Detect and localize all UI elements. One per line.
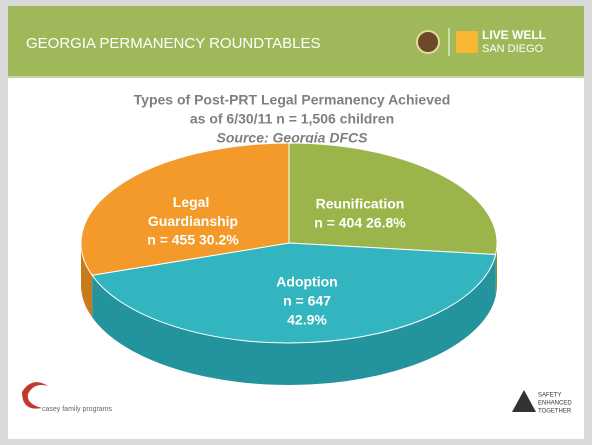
chart-subtitle: as of 6/30/11 n = 1,506 children xyxy=(190,111,394,127)
pie-slice xyxy=(80,142,290,276)
pie-slice xyxy=(91,242,497,344)
logo-text: SAN DIEGO xyxy=(482,43,544,55)
pie-slice-side xyxy=(495,243,497,297)
slice-label: Adoption xyxy=(276,274,337,290)
safety-text: ENHANCED xyxy=(538,401,572,407)
header-title: GEORGIA PERMANENCY ROUNDTABLES xyxy=(26,35,321,52)
logo-text: LIVE WELL xyxy=(482,28,546,42)
safety-text: SAFETY xyxy=(538,393,561,399)
pie-slice-side xyxy=(92,254,496,385)
chart-source: Source: Georgia DFCS xyxy=(217,130,369,146)
slice-value-label: 42.9% xyxy=(287,312,327,328)
header-band xyxy=(8,6,584,76)
safety-text: TOGETHER xyxy=(538,409,572,415)
slice-value-label: n = 647 xyxy=(283,293,331,309)
header-rule xyxy=(8,76,584,78)
casey-logo xyxy=(22,382,48,409)
slice-value-label: n = 404 26.8% xyxy=(314,215,406,231)
livewell-icon xyxy=(456,31,478,53)
pie: Reunification n = 404 26.8% Adoption n = 64… xyxy=(80,142,498,385)
pie-slice-side xyxy=(81,243,93,318)
seal-logo xyxy=(416,30,440,54)
slice-label: Reunification xyxy=(316,196,405,212)
safety-logo xyxy=(512,390,536,412)
casey-text: casey family programs xyxy=(42,406,113,413)
chart-title: Types of Post-PRT Legal Permanency Achie… xyxy=(134,92,451,108)
slice-value-label: n = 455 30.2% xyxy=(147,232,239,248)
pie-slice xyxy=(288,142,498,255)
slice-label: Legal Guardianship xyxy=(148,194,238,229)
